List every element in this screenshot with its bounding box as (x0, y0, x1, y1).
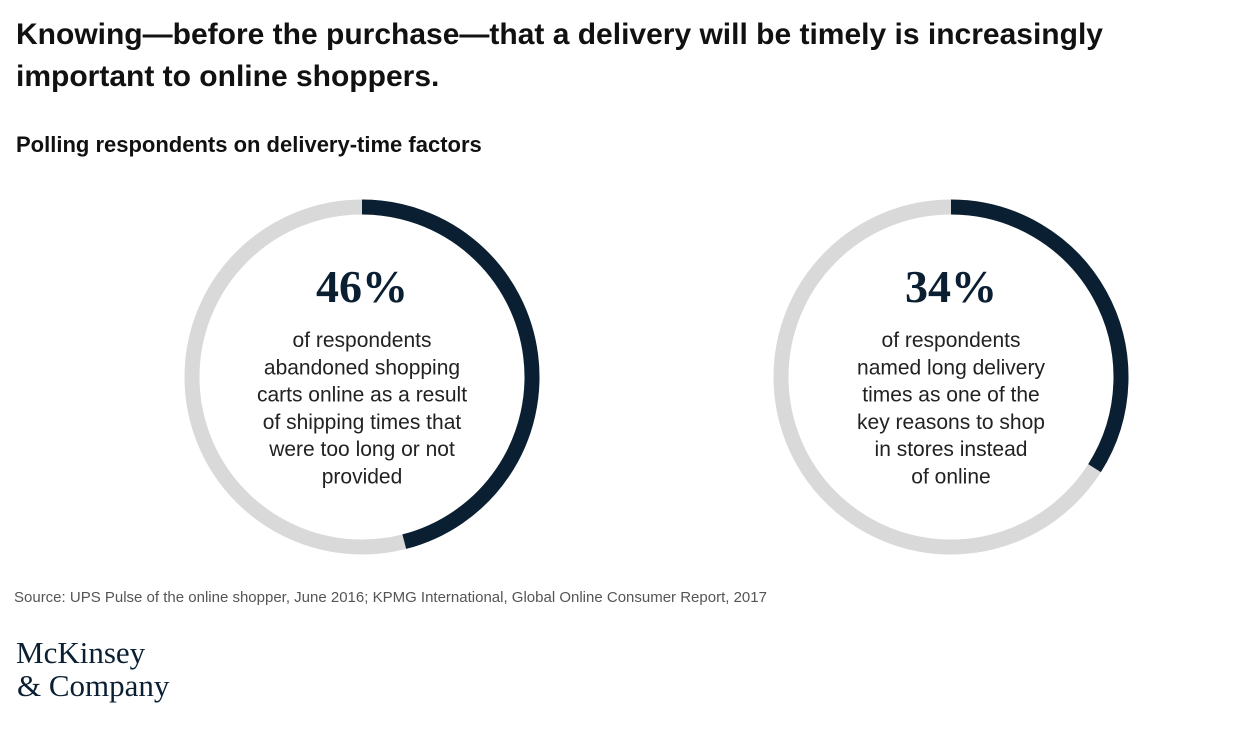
logo: McKinsey & Company (16, 636, 169, 702)
description-line: times as one of the (862, 384, 1039, 407)
description-line: key reasons to shop (857, 411, 1045, 434)
description-line: of respondents (882, 329, 1021, 352)
donut-arc (361, 199, 540, 549)
source: Source: UPS Pulse of the online shopper,… (14, 589, 767, 606)
description-line: provided (322, 466, 403, 489)
value-label: 34% (905, 261, 997, 312)
title: Knowing—before the purchase—that a deliv… (16, 18, 1103, 93)
description-line: of shipping times that (263, 411, 462, 434)
donut-arc (950, 199, 1129, 473)
value-label: 46% (316, 261, 408, 312)
subtitle: Polling respondents on delivery-time fac… (16, 132, 482, 157)
description-line: were too long or not (268, 438, 455, 461)
description-line: named long delivery (857, 356, 1045, 379)
description-line: of respondents (293, 329, 432, 352)
description-line: of online (911, 466, 990, 489)
description-line: in stores instead (875, 438, 1028, 461)
logo-line: & Company (17, 668, 170, 703)
logo-line: McKinsey (16, 635, 146, 670)
description-line: carts online as a result (257, 384, 467, 407)
description-line: abandoned shopping (264, 356, 460, 379)
